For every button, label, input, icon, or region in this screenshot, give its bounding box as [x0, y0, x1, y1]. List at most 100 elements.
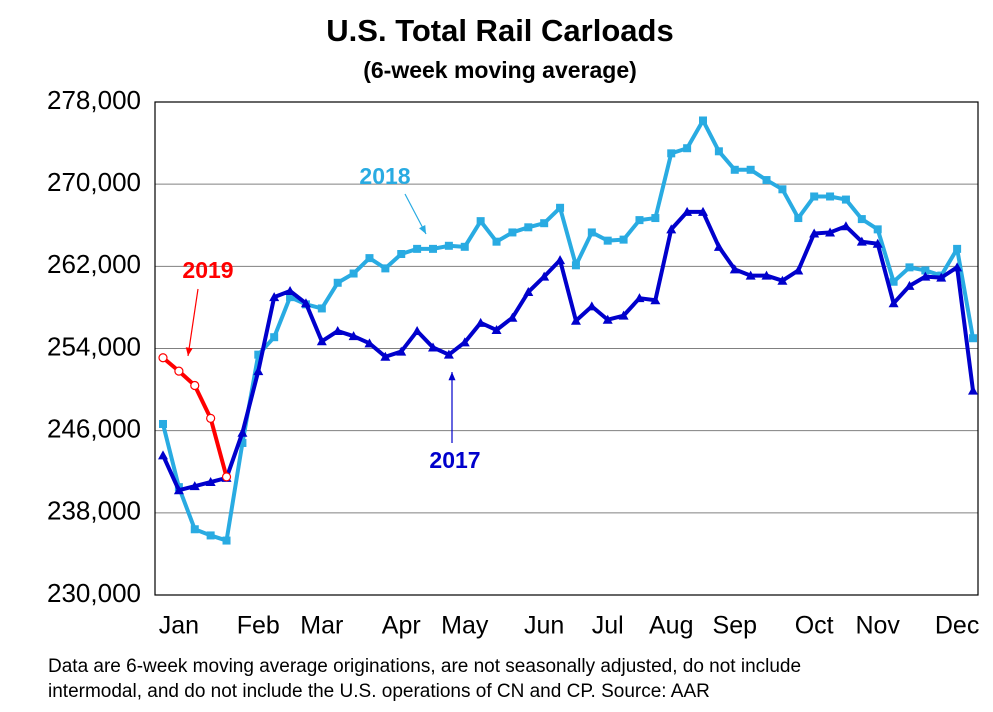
marker	[729, 264, 740, 274]
y-tick-label: 278,000	[47, 85, 141, 115]
marker	[841, 195, 850, 204]
marker	[713, 241, 724, 251]
marker	[508, 228, 517, 237]
marker	[635, 216, 644, 225]
x-tick-label: Oct	[795, 612, 834, 640]
marker	[540, 219, 549, 228]
marker	[158, 353, 168, 363]
marker	[380, 351, 391, 361]
marker	[761, 270, 772, 280]
marker	[683, 144, 692, 153]
marker	[412, 326, 423, 336]
marker	[238, 438, 247, 447]
x-tick-label: May	[441, 612, 489, 640]
marker	[316, 336, 327, 346]
marker	[413, 244, 422, 253]
x-tick-label: Jul	[592, 612, 624, 640]
marker	[746, 165, 755, 174]
x-tick-label: Apr	[382, 612, 421, 640]
y-tick-label: 230,000	[47, 578, 141, 608]
marker	[793, 265, 804, 275]
y-tick-label: 254,000	[47, 331, 141, 361]
marker	[237, 427, 248, 437]
marker	[269, 292, 280, 302]
x-tick-label: Mar	[300, 612, 343, 640]
marker	[460, 242, 469, 251]
marker	[333, 278, 342, 287]
marker	[905, 263, 914, 272]
annotation-arrow	[187, 288, 199, 357]
marker	[921, 266, 930, 275]
marker	[777, 275, 788, 285]
series-label: 2018	[359, 163, 410, 189]
arrow-head	[185, 347, 193, 356]
marker	[872, 238, 883, 248]
marker	[524, 223, 533, 232]
marker	[953, 244, 962, 253]
marker	[571, 261, 580, 270]
x-tick-label: Aug	[649, 612, 693, 640]
x-tick-label: Dec	[935, 612, 979, 640]
marker	[936, 272, 947, 282]
marker	[206, 413, 216, 423]
arrow-head	[419, 225, 426, 234]
marker	[651, 214, 660, 223]
marker	[809, 228, 820, 238]
marker	[507, 312, 518, 322]
marker	[904, 280, 915, 290]
marker	[348, 331, 359, 341]
marker	[634, 293, 645, 303]
marker	[443, 349, 454, 359]
chart-title: U.S. Total Rail Carloads	[326, 13, 673, 48]
y-tick-label: 238,000	[47, 496, 141, 526]
marker	[810, 192, 819, 201]
x-tick-label: Sep	[713, 612, 757, 640]
marker	[920, 271, 931, 281]
marker	[286, 293, 295, 302]
marker	[159, 419, 167, 428]
marker	[825, 227, 836, 237]
marker	[969, 334, 977, 343]
marker	[603, 236, 612, 245]
marker	[889, 277, 898, 286]
series-label: 2017	[429, 447, 480, 473]
marker	[618, 310, 629, 320]
chart-subtitle: (6-week moving average)	[363, 57, 637, 83]
marker	[221, 472, 232, 482]
marker	[619, 235, 628, 244]
marker	[270, 333, 279, 342]
marker	[396, 346, 407, 356]
marker	[888, 298, 899, 308]
marker	[429, 244, 437, 253]
marker	[682, 206, 693, 216]
marker	[873, 225, 882, 234]
marker	[698, 206, 708, 216]
marker	[317, 304, 326, 313]
marker	[349, 269, 358, 278]
marker	[158, 450, 168, 460]
x-tick-label: Nov	[855, 612, 900, 640]
marker	[840, 221, 851, 231]
marker	[762, 176, 771, 185]
marker	[254, 350, 263, 359]
marker	[444, 241, 453, 250]
series-line	[161, 118, 975, 543]
marker	[650, 295, 661, 305]
marker	[556, 203, 565, 212]
marker	[714, 147, 723, 156]
marker	[285, 285, 296, 295]
marker	[492, 237, 501, 246]
marker	[602, 314, 613, 324]
footnote: intermodal, and do not include the U.S. …	[48, 681, 710, 702]
footnote: Data are 6-week moving average originati…	[48, 656, 801, 677]
x-tick-label: Jun	[524, 612, 564, 640]
marker	[570, 315, 581, 325]
marker	[300, 298, 311, 308]
marker	[428, 342, 438, 352]
series-line	[161, 209, 975, 493]
marker	[856, 236, 867, 246]
marker	[190, 525, 199, 534]
y-tick-label: 246,000	[47, 414, 141, 444]
y-tick-label: 262,000	[47, 249, 141, 279]
